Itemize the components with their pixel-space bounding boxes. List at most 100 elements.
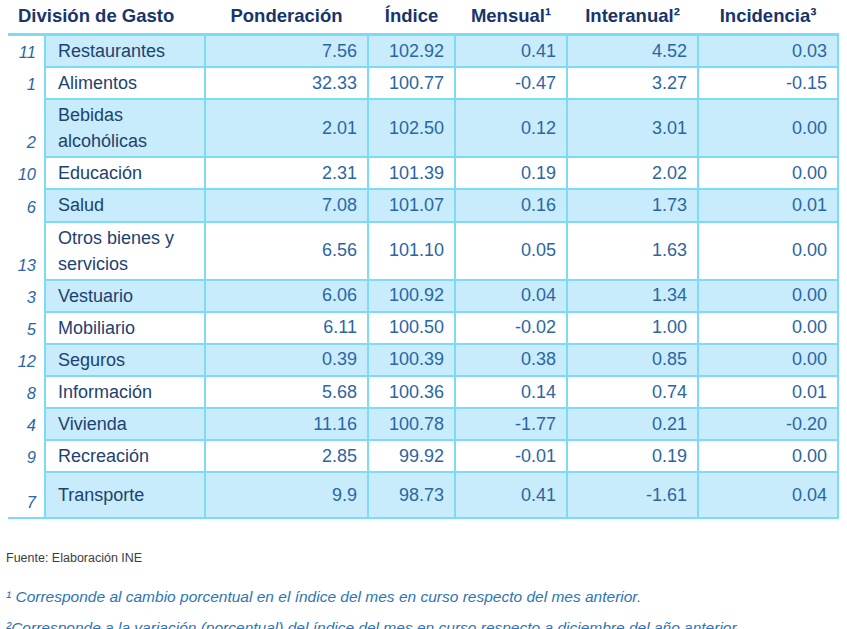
column-header-mensual: Mensual¹	[455, 2, 567, 35]
division-name: Recreación	[45, 440, 205, 472]
indice-value: 100.39	[368, 344, 455, 376]
incidencia-value: -0.15	[698, 67, 838, 99]
footnote-2: ²Corresponde a la variación (porcentual)…	[6, 618, 846, 629]
indice-value: 98.73	[368, 472, 455, 518]
division-number: 5	[8, 312, 45, 344]
indice-value: 100.92	[368, 280, 455, 312]
column-header-interanual: Interanual²	[567, 2, 698, 35]
division-name: Restaurantes	[45, 35, 205, 68]
interanual-value: 2.02	[567, 157, 698, 189]
division-name: Vestuario	[45, 280, 205, 312]
incidencia-value: 0.00	[698, 99, 838, 157]
incidencia-value: 0.00	[698, 344, 838, 376]
cpi-divisions-report: División de Gasto Ponderación Índice Men…	[0, 2, 847, 629]
ponderacion-value: 2.85	[205, 440, 368, 472]
interanual-value: 1.34	[567, 280, 698, 312]
division-name: Bebidas alcohólicas	[45, 99, 205, 157]
indice-value: 100.36	[368, 376, 455, 408]
table-row: 2 Bebidas alcohólicas 2.01 102.50 0.12 3…	[8, 99, 838, 157]
column-header-ponderacion: Ponderación	[205, 2, 368, 35]
mensual-value: -0.47	[455, 67, 567, 99]
division-number: 8	[8, 376, 45, 408]
table-row: 5 Mobiliario 6.11 100.50 -0.02 1.00 0.00	[8, 312, 838, 344]
table-row: 7 Transporte 9.9 98.73 0.41 -1.61 0.04	[8, 472, 838, 518]
incidencia-value: 0.00	[698, 222, 838, 280]
division-number: 4	[8, 408, 45, 440]
table-row: 3 Vestuario 6.06 100.92 0.04 1.34 0.00	[8, 280, 838, 312]
table-row: 13 Otros bienes y servicios 6.56 101.10 …	[8, 222, 838, 280]
mensual-value: -0.02	[455, 312, 567, 344]
division-name: Mobiliario	[45, 312, 205, 344]
division-number: 9	[8, 440, 45, 472]
incidencia-value: 0.00	[698, 157, 838, 189]
ponderacion-value: 5.68	[205, 376, 368, 408]
table-row: 4 Vivienda 11.16 100.78 -1.77 0.21 -0.20	[8, 408, 838, 440]
mensual-value: 0.16	[455, 189, 567, 221]
division-number: 1	[8, 67, 45, 99]
indice-value: 102.92	[368, 35, 455, 68]
division-number: 12	[8, 344, 45, 376]
ponderacion-value: 7.56	[205, 35, 368, 68]
interanual-value: 3.01	[567, 99, 698, 157]
division-name: Información	[45, 376, 205, 408]
incidencia-value: 0.01	[698, 189, 838, 221]
indice-value: 102.50	[368, 99, 455, 157]
indice-value: 100.77	[368, 67, 455, 99]
mensual-value: 0.38	[455, 344, 567, 376]
indice-value: 101.10	[368, 222, 455, 280]
table-row: 10 Educación 2.31 101.39 0.19 2.02 0.00	[8, 157, 838, 189]
incidencia-value: 0.00	[698, 280, 838, 312]
indice-value: 100.78	[368, 408, 455, 440]
table-row: 6 Salud 7.08 101.07 0.16 1.73 0.01	[8, 189, 838, 221]
incidencia-value: -0.20	[698, 408, 838, 440]
ponderacion-value: 7.08	[205, 189, 368, 221]
column-header-division: División de Gasto	[8, 2, 205, 35]
division-name: Vivienda	[45, 408, 205, 440]
interanual-value: 0.19	[567, 440, 698, 472]
incidencia-value: 0.00	[698, 440, 838, 472]
footnote-1: ¹ Corresponde al cambio porcentual en el…	[6, 587, 846, 606]
mensual-value: 0.14	[455, 376, 567, 408]
ponderacion-value: 6.56	[205, 222, 368, 280]
mensual-value: 0.19	[455, 157, 567, 189]
indice-value: 99.92	[368, 440, 455, 472]
interanual-value: 0.21	[567, 408, 698, 440]
interanual-value: 0.85	[567, 344, 698, 376]
division-number: 2	[8, 99, 45, 157]
ponderacion-value: 32.33	[205, 67, 368, 99]
interanual-value: 3.27	[567, 67, 698, 99]
division-name: Transporte	[45, 472, 205, 518]
table-row: 12 Seguros 0.39 100.39 0.38 0.85 0.00	[8, 344, 838, 376]
mensual-value: 0.04	[455, 280, 567, 312]
division-name: Alimentos	[45, 67, 205, 99]
interanual-value: 1.73	[567, 189, 698, 221]
footnotes: ¹ Corresponde al cambio porcentual en el…	[6, 587, 846, 629]
table-row: 11 Restaurantes 7.56 102.92 0.41 4.52 0.…	[8, 35, 838, 68]
division-number: 13	[8, 222, 45, 280]
indice-value: 101.39	[368, 157, 455, 189]
interanual-value: 1.63	[567, 222, 698, 280]
mensual-value: -1.77	[455, 408, 567, 440]
table-header-row: División de Gasto Ponderación Índice Men…	[8, 2, 838, 35]
interanual-value: -1.61	[567, 472, 698, 518]
interanual-value: 4.52	[567, 35, 698, 68]
division-number: 7	[8, 472, 45, 518]
column-header-incidencia: Incidencia³	[698, 2, 838, 35]
table-row: 8 Información 5.68 100.36 0.14 0.74 0.01	[8, 376, 838, 408]
division-name: Otros bienes y servicios	[45, 222, 205, 280]
ponderacion-value: 2.01	[205, 99, 368, 157]
cpi-divisions-table: División de Gasto Ponderación Índice Men…	[8, 2, 839, 519]
incidencia-value: 0.03	[698, 35, 838, 68]
division-number: 6	[8, 189, 45, 221]
mensual-value: 0.12	[455, 99, 567, 157]
mensual-value: 0.41	[455, 472, 567, 518]
indice-value: 101.07	[368, 189, 455, 221]
mensual-value: 0.41	[455, 35, 567, 68]
incidencia-value: 0.04	[698, 472, 838, 518]
division-number: 11	[8, 35, 45, 68]
ponderacion-value: 0.39	[205, 344, 368, 376]
division-number: 10	[8, 157, 45, 189]
ponderacion-value: 11.16	[205, 408, 368, 440]
division-name: Educación	[45, 157, 205, 189]
ponderacion-value: 9.9	[205, 472, 368, 518]
